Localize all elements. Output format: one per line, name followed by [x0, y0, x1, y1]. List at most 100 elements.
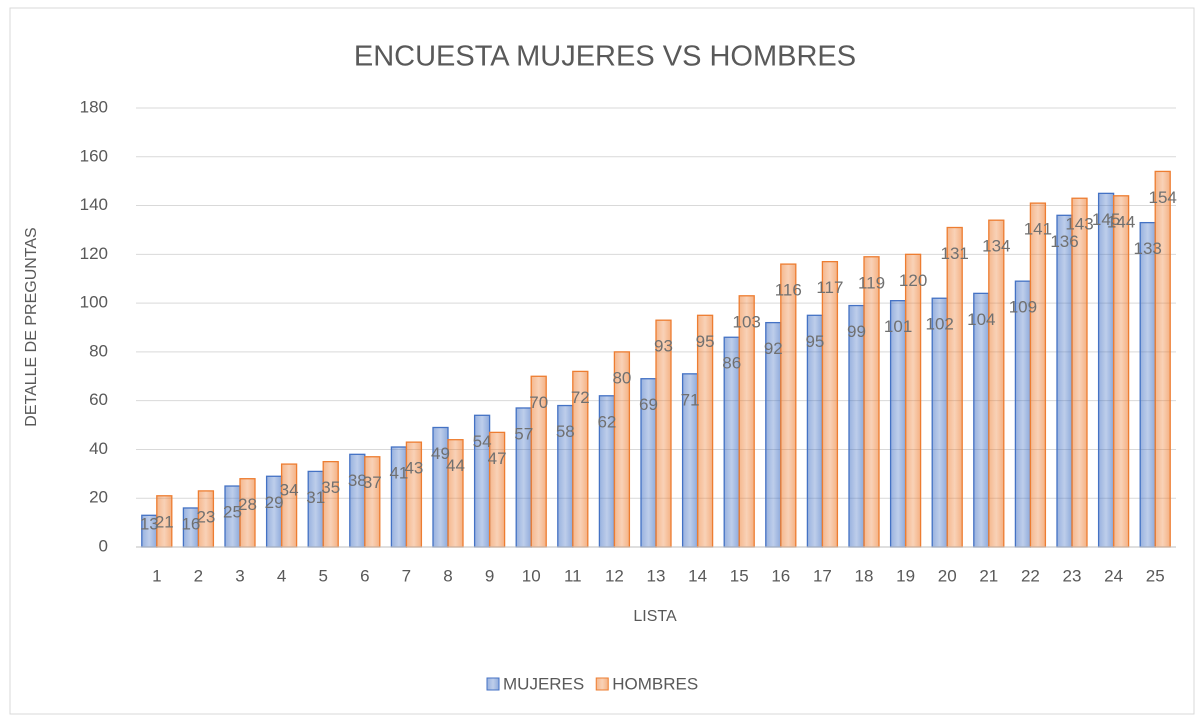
bar: [364, 456, 381, 548]
data-label: 154: [1149, 188, 1177, 207]
data-label: 71: [681, 390, 700, 409]
bar: [1139, 221, 1156, 548]
y-tick-label: 120: [80, 244, 108, 263]
bar: [349, 453, 366, 548]
x-tick-label: 3: [235, 566, 244, 585]
data-label: 44: [446, 456, 465, 475]
bar: [322, 460, 339, 548]
x-tick-label: 14: [688, 566, 707, 585]
data-label: 31: [306, 488, 325, 507]
data-label: 143: [1065, 215, 1093, 234]
data-label: 134: [982, 237, 1010, 256]
data-label: 16: [181, 514, 200, 533]
data-label: 37: [363, 473, 382, 492]
x-tick-label: 12: [605, 566, 624, 585]
x-tick-label: 15: [730, 566, 749, 585]
y-tick-label: 160: [80, 146, 108, 165]
x-tick-label: 22: [1021, 566, 1040, 585]
data-label: 41: [389, 463, 408, 482]
data-label: 69: [639, 395, 658, 414]
y-tick-label: 0: [99, 536, 108, 555]
x-tick-label: 5: [318, 566, 327, 585]
data-label: 49: [431, 444, 450, 463]
data-label: 116: [775, 281, 802, 300]
data-label: 103: [733, 312, 761, 331]
bar: [988, 219, 1005, 548]
x-tick-label: 4: [277, 566, 286, 585]
data-label: 28: [238, 495, 257, 514]
data-label: 102: [926, 315, 954, 334]
x-tick-label: 8: [443, 566, 452, 585]
y-tick-label: 180: [80, 97, 108, 116]
x-tick-label: 25: [1146, 566, 1165, 585]
data-label: 35: [321, 478, 340, 497]
legend-label: MUJERES: [503, 674, 584, 693]
data-label: 86: [722, 354, 741, 373]
x-tick-label: 7: [402, 566, 411, 585]
data-label: 54: [473, 432, 492, 451]
data-label: 21: [155, 512, 174, 531]
data-label: 72: [571, 388, 590, 407]
x-tick-label: 21: [979, 566, 998, 585]
x-tick-label: 24: [1104, 566, 1123, 585]
bar: [1029, 202, 1047, 548]
legend-label: HOMBRES: [612, 674, 698, 693]
data-label: 38: [348, 471, 367, 490]
data-label: 23: [196, 507, 215, 526]
data-label: 104: [967, 310, 995, 329]
data-label: 136: [1050, 232, 1078, 251]
data-label: 34: [280, 481, 299, 500]
bar: [946, 226, 963, 548]
data-label: 43: [404, 459, 423, 478]
data-label: 93: [654, 337, 673, 356]
bar: [889, 300, 907, 548]
data-label: 62: [597, 412, 616, 431]
y-tick-label: 60: [89, 390, 108, 409]
bar: [848, 304, 865, 548]
x-tick-label: 11: [564, 566, 582, 585]
legend-swatch: [486, 677, 500, 691]
bar: [738, 295, 755, 548]
bar: [1014, 280, 1032, 548]
x-tick-label: 13: [647, 566, 666, 585]
data-label: 109: [1009, 298, 1037, 317]
data-label: 70: [529, 393, 548, 412]
bar: [1097, 192, 1115, 548]
data-label: 144: [1107, 212, 1135, 231]
data-label: 120: [899, 271, 927, 290]
bar: [863, 256, 880, 548]
x-tick-label: 10: [522, 566, 541, 585]
data-label: 119: [858, 273, 885, 292]
data-label: 92: [764, 339, 783, 358]
data-label: 117: [816, 278, 843, 297]
data-label: 13: [140, 514, 159, 533]
data-label: 131: [941, 244, 969, 263]
bar: [973, 292, 990, 548]
data-label: 25: [223, 503, 242, 522]
x-tick-label: 6: [360, 566, 369, 585]
bar: [780, 263, 797, 548]
x-tick-label: 18: [855, 566, 874, 585]
x-tick-label: 2: [194, 566, 203, 585]
data-label: 141: [1024, 220, 1052, 239]
data-label: 47: [488, 449, 507, 468]
y-tick-label: 140: [80, 195, 108, 214]
data-label: 57: [514, 424, 533, 443]
y-tick-label: 20: [89, 488, 108, 507]
x-tick-label: 16: [771, 566, 790, 585]
y-tick-label: 40: [89, 439, 108, 458]
legend-swatch: [595, 677, 609, 691]
x-tick-label: 1: [152, 566, 161, 585]
data-label: 95: [696, 332, 715, 351]
x-tick-label: 20: [938, 566, 957, 585]
y-tick-label: 80: [89, 341, 108, 360]
data-label: 95: [805, 332, 824, 351]
data-label: 58: [556, 422, 575, 441]
data-label: 101: [884, 317, 912, 336]
data-label: 133: [1134, 239, 1162, 258]
x-tick-label: 17: [813, 566, 832, 585]
y-axis-title: DETALLE DE PREGUNTAS: [23, 227, 40, 426]
x-tick-label: 19: [896, 566, 915, 585]
data-label: 99: [847, 322, 866, 341]
